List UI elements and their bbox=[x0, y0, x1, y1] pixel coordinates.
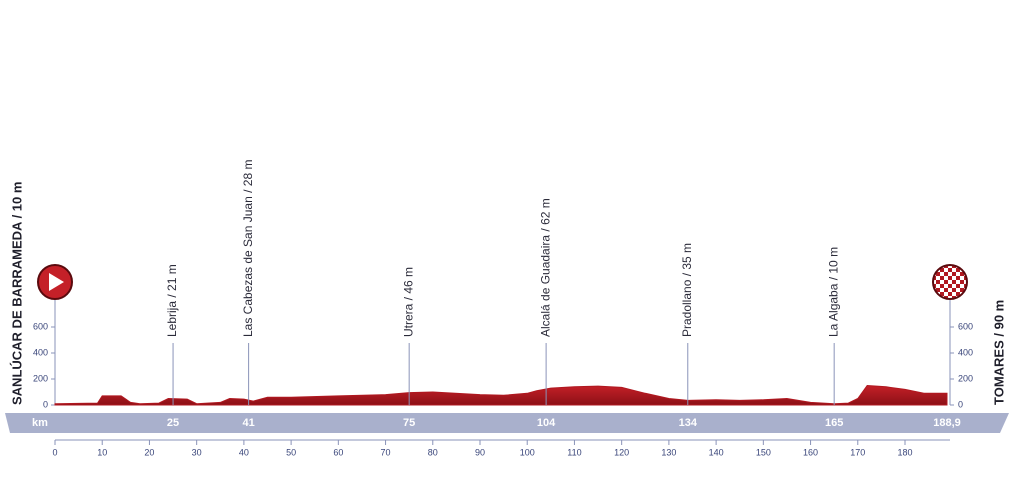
km-label: km bbox=[32, 417, 48, 429]
x-tick-label: 40 bbox=[239, 447, 249, 457]
x-tick-label: 0 bbox=[52, 447, 57, 457]
waypoint-label: Pradollano / 35 m bbox=[680, 243, 694, 337]
x-tick-label: 160 bbox=[803, 447, 818, 457]
y-tick-label: 0 bbox=[43, 399, 48, 409]
waypoint-label: La Algaba / 10 m bbox=[826, 247, 840, 337]
finish-label: TOMARES / 90 m bbox=[991, 300, 1006, 405]
km-marker: 188,9 bbox=[933, 417, 961, 429]
y-tick-label: 400 bbox=[33, 347, 48, 357]
waypoint-label: Las Cabezas de San Juan / 28 m bbox=[241, 160, 255, 337]
y-tick-label: 400 bbox=[958, 347, 973, 357]
x-tick-label: 60 bbox=[333, 447, 343, 457]
x-tick-label: 30 bbox=[192, 447, 202, 457]
x-tick-label: 180 bbox=[897, 447, 912, 457]
x-tick-label: 170 bbox=[850, 447, 865, 457]
x-tick-label: 140 bbox=[709, 447, 724, 457]
y-tick-label: 200 bbox=[958, 373, 973, 383]
km-marker: 165 bbox=[825, 417, 843, 429]
x-tick-label: 150 bbox=[756, 447, 771, 457]
km-marker: 75 bbox=[403, 417, 415, 429]
km-marker: 104 bbox=[537, 417, 556, 429]
y-tick-label: 600 bbox=[33, 321, 48, 331]
x-tick-label: 10 bbox=[97, 447, 107, 457]
km-band bbox=[5, 413, 1009, 433]
x-tick-label: 50 bbox=[286, 447, 296, 457]
y-tick-label: 600 bbox=[958, 321, 973, 331]
elevation-profile bbox=[54, 384, 948, 406]
y-tick-label: 200 bbox=[33, 373, 48, 383]
start-icon bbox=[37, 264, 73, 300]
finish-icon bbox=[932, 264, 968, 300]
y-tick-label: 0 bbox=[958, 399, 963, 409]
km-marker: 25 bbox=[167, 417, 179, 429]
waypoint-label: Lebrija / 21 m bbox=[165, 264, 179, 337]
x-tick-label: 70 bbox=[381, 447, 391, 457]
x-tick-label: 100 bbox=[520, 447, 535, 457]
waypoint-label: Alcalá de Guadaira / 62 m bbox=[538, 198, 552, 337]
x-tick-label: 20 bbox=[144, 447, 154, 457]
km-marker: 41 bbox=[242, 417, 254, 429]
x-tick-label: 110 bbox=[567, 447, 581, 457]
km-marker: 134 bbox=[679, 417, 698, 429]
x-tick-label: 80 bbox=[428, 447, 438, 457]
x-tick-label: 120 bbox=[614, 447, 629, 457]
x-tick-label: 90 bbox=[475, 447, 485, 457]
start-label: SANLÚCAR DE BARRAMEDA / 10 m bbox=[9, 182, 24, 405]
x-tick-label: 130 bbox=[661, 447, 676, 457]
waypoint-label: Utrera / 46 m bbox=[401, 267, 415, 337]
